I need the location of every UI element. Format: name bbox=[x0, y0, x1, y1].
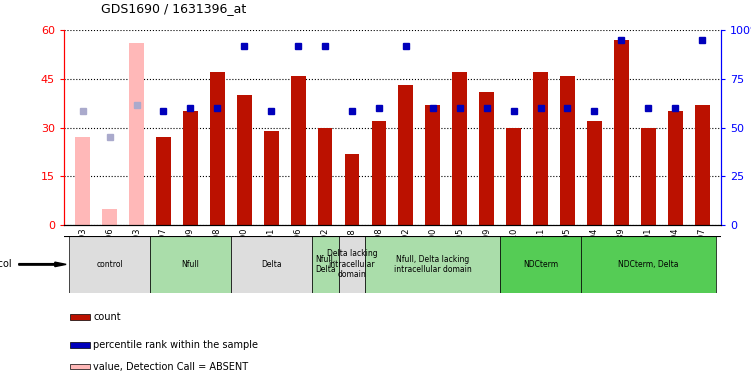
Bar bbox=[500, 236, 581, 292]
Bar bbox=[668, 111, 683, 225]
Bar bbox=[71, 314, 90, 320]
Text: percentile rank within the sample: percentile rank within the sample bbox=[93, 340, 258, 350]
Bar bbox=[129, 43, 144, 225]
Bar bbox=[695, 105, 710, 225]
Text: Nfull, Delta lacking
intracellular domain: Nfull, Delta lacking intracellular domai… bbox=[394, 255, 472, 274]
Bar bbox=[183, 111, 198, 225]
Text: Delta: Delta bbox=[261, 260, 282, 269]
Bar bbox=[560, 75, 575, 225]
Bar bbox=[264, 131, 279, 225]
Bar bbox=[312, 236, 339, 292]
Text: count: count bbox=[93, 312, 121, 322]
Bar bbox=[210, 72, 225, 225]
Bar bbox=[231, 236, 312, 292]
Bar bbox=[71, 342, 90, 348]
Bar bbox=[237, 95, 252, 225]
Text: NDCterm: NDCterm bbox=[523, 260, 558, 269]
Text: Delta lacking
intracellular
domain: Delta lacking intracellular domain bbox=[327, 249, 377, 279]
Bar bbox=[339, 236, 366, 292]
Bar bbox=[291, 75, 306, 225]
Bar bbox=[366, 236, 500, 292]
Bar bbox=[150, 236, 231, 292]
Bar bbox=[372, 121, 386, 225]
Bar bbox=[581, 236, 716, 292]
Bar bbox=[425, 105, 440, 225]
Bar bbox=[452, 72, 467, 225]
Bar bbox=[345, 153, 360, 225]
Bar bbox=[318, 128, 333, 225]
Text: Nfull,
Delta: Nfull, Delta bbox=[315, 255, 336, 274]
Bar bbox=[71, 364, 90, 369]
Text: GDS1690 / 1631396_at: GDS1690 / 1631396_at bbox=[101, 2, 246, 15]
Text: Nfull: Nfull bbox=[182, 260, 199, 269]
Bar bbox=[479, 92, 494, 225]
Bar bbox=[399, 85, 413, 225]
Bar bbox=[75, 137, 90, 225]
Bar bbox=[587, 121, 602, 225]
Text: value, Detection Call = ABSENT: value, Detection Call = ABSENT bbox=[93, 362, 249, 372]
Text: control: control bbox=[96, 260, 123, 269]
Bar bbox=[506, 128, 521, 225]
Bar bbox=[614, 40, 629, 225]
Bar bbox=[102, 209, 117, 225]
Bar bbox=[641, 128, 656, 225]
Bar bbox=[69, 236, 150, 292]
Bar bbox=[156, 137, 171, 225]
Bar bbox=[533, 72, 548, 225]
Text: NDCterm, Delta: NDCterm, Delta bbox=[618, 260, 678, 269]
Text: protocol: protocol bbox=[0, 260, 11, 269]
